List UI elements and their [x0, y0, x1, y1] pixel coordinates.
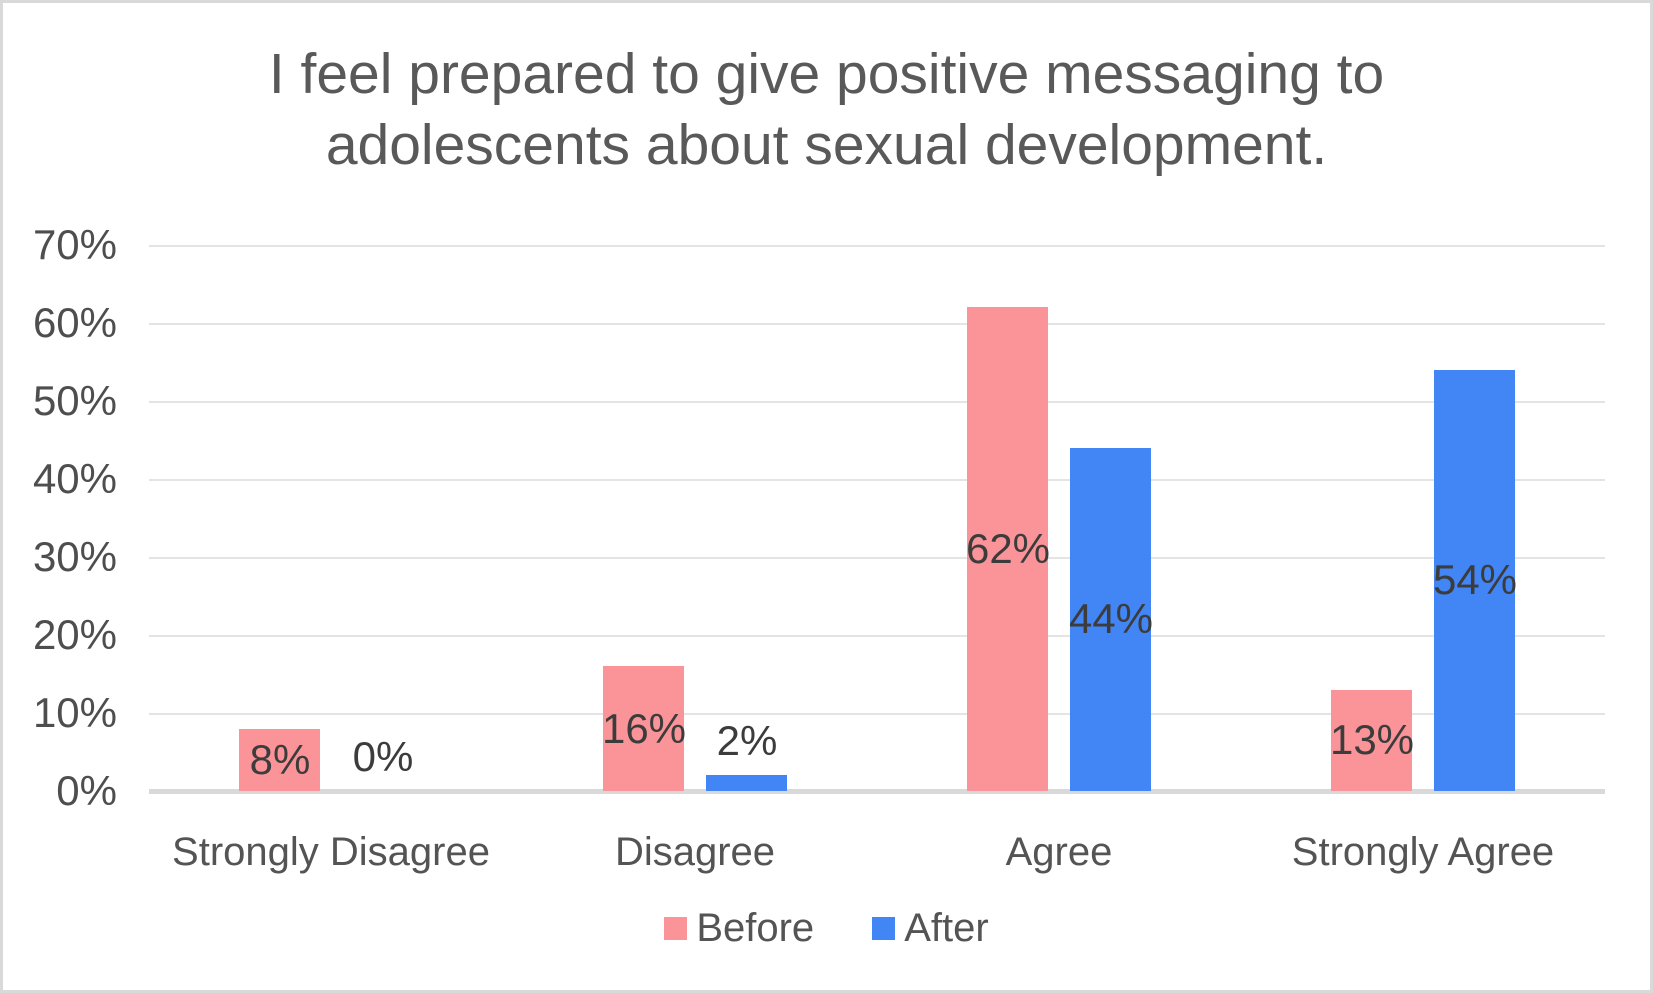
chart-title-line-1: I feel prepared to give positive messagi… — [268, 42, 1385, 106]
data-label-before-disagree: 16% — [601, 705, 687, 752]
bar-before-strongly-disagree — [239, 729, 320, 791]
legend-label-before: Before — [696, 906, 815, 950]
plot-area: 8% 0% 16% 2% 62% 44% 13% 54% — [149, 245, 1605, 794]
y-tick-label: 70% — [32, 221, 117, 268]
y-tick-label: 50% — [32, 377, 117, 424]
bar-after-strongly-agree — [1434, 370, 1515, 791]
bar-after-disagree — [706, 775, 787, 791]
data-label-after-strongly-disagree: 0% — [352, 733, 414, 780]
chart-title: I feel prepared to give positive messagi… — [3, 39, 1650, 181]
data-label-after-agree: 44% — [1068, 595, 1154, 642]
legend-label-after: After — [904, 906, 989, 950]
gridline — [149, 713, 1605, 715]
gridline — [149, 635, 1605, 637]
data-label-after-strongly-agree: 54% — [1432, 556, 1518, 603]
data-label-before-agree: 62% — [965, 525, 1051, 572]
y-tick-label: 10% — [32, 689, 117, 736]
legend-swatch-after — [872, 917, 896, 940]
legend-item-before: Before — [664, 906, 814, 951]
x-axis-label-disagree: Disagree — [614, 830, 776, 874]
chart-title-line-2: adolescents about sexual development. — [325, 113, 1328, 177]
gridline — [149, 245, 1605, 247]
y-tick-label: 0% — [56, 767, 117, 814]
gridline — [149, 401, 1605, 403]
x-axis-line — [149, 789, 1605, 794]
data-label-before-strongly-disagree: 8% — [249, 736, 311, 783]
bar-before-disagree — [603, 666, 684, 791]
x-axis-label-agree: Agree — [1005, 830, 1113, 874]
bar-before-agree — [967, 307, 1048, 791]
gridline — [149, 557, 1605, 559]
data-label-after-disagree: 2% — [716, 717, 778, 764]
legend-swatch-before — [664, 917, 688, 940]
x-axis-label-strongly-disagree: Strongly Disagree — [172, 830, 490, 874]
bar-before-strongly-agree — [1331, 690, 1412, 791]
legend: Before After — [3, 906, 1650, 951]
gridline — [149, 479, 1605, 481]
x-axis-label-strongly-agree: Strongly Agree — [1291, 830, 1555, 874]
y-tick-label: 40% — [32, 455, 117, 502]
y-tick-label: 20% — [32, 611, 117, 658]
y-tick-label: 30% — [32, 533, 117, 580]
bar-after-agree — [1070, 448, 1151, 791]
data-label-before-strongly-agree: 13% — [1329, 716, 1415, 763]
gridline — [149, 323, 1605, 325]
legend-item-after: After — [872, 906, 989, 951]
y-tick-label: 60% — [32, 299, 117, 346]
